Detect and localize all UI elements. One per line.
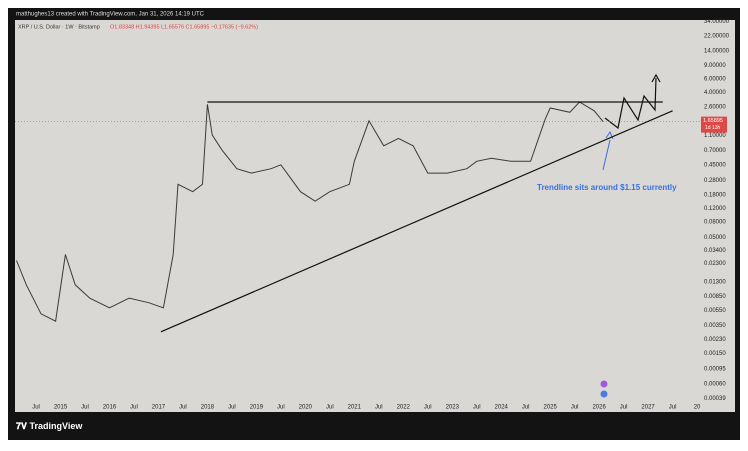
x-tick-label: 2024 (495, 405, 509, 411)
y-tick-label: 0.00550 (704, 308, 726, 314)
y-tick-label: 0.00850 (704, 294, 726, 300)
y-tick-label: 0.00095 (704, 366, 726, 372)
price-box (701, 116, 727, 133)
icon (600, 390, 608, 398)
x-tick-label: Jul (130, 405, 138, 411)
y-tick-label: 4.00000 (704, 90, 726, 96)
y-tick-label: 0.12000 (704, 206, 726, 212)
x-tick-label: Jul (620, 405, 628, 411)
y-tick-label: 22.00000 (704, 34, 730, 40)
x-tick-label: 2015 (54, 405, 68, 411)
x-tick-label: 2022 (397, 405, 411, 411)
x-tick-label: 2025 (543, 405, 557, 411)
x-tick-label: 2020 (299, 405, 313, 411)
x-tick-label: 2021 (348, 405, 362, 411)
price-label: 1.65895 (703, 118, 723, 124)
y-tick-label: 1.10000 (704, 133, 726, 139)
x-tick-label: 20 (694, 405, 701, 411)
x-tick-label: Jul (473, 405, 481, 411)
trendline (160, 110, 673, 333)
y-tick-label: 9.00000 (704, 63, 726, 69)
x-tick-label: 2017 (152, 405, 166, 411)
x-tick-label: 2027 (641, 405, 655, 411)
x-tick-label: Jul (571, 405, 579, 411)
y-tick-label: 0.08000 (704, 220, 726, 226)
x-tick-label: 2026 (592, 405, 606, 411)
projection (604, 77, 657, 130)
brand-name: TradingView (29, 421, 83, 431)
x-tick-label: Jul (375, 405, 383, 411)
y-tick-label: 0.00039 (704, 396, 726, 402)
icon (600, 380, 608, 388)
plot-bg (15, 20, 735, 412)
y-tick-label: 0.18000 (704, 193, 726, 199)
countdown: 1d 13h (705, 125, 721, 131)
y-tick-label: 0.70000 (704, 148, 726, 154)
y-tick-label: 0.00350 (704, 323, 726, 329)
y-tick-label: 0.00150 (704, 351, 726, 357)
y-tick-label: 0.45000 (704, 162, 726, 168)
annotation: Trendline sits around $1.15 currently (537, 183, 677, 192)
x-tick-label: Jul (424, 405, 432, 411)
x-tick-label: 2018 (201, 405, 215, 411)
y-tick-label: 0.00230 (704, 337, 726, 343)
x-tick-label: Jul (277, 405, 285, 411)
y-tick-label: 2.60000 (704, 104, 726, 110)
y-tick-label: 0.28000 (704, 178, 726, 184)
y-tick-label: 14.00000 (704, 49, 730, 55)
y-tick-label: 0.00060 (704, 382, 726, 388)
price-line-series (16, 101, 604, 322)
x-tick-label: Jul (81, 405, 89, 411)
annotation-arrow (602, 139, 611, 171)
x-tick-label: Jul (179, 405, 187, 411)
y-tick-label: 0.02300 (704, 261, 726, 267)
x-tick-label: Jul (228, 405, 236, 411)
y-tick-label: 6.00000 (704, 77, 726, 83)
brand: 𝟕𝐕 TradingView (16, 421, 83, 431)
projection-arrowhead (651, 73, 661, 83)
y-tick-label: 0.01300 (704, 280, 726, 286)
x-tick-label: Jul (522, 405, 530, 411)
x-tick-label: Jul (669, 405, 677, 411)
x-tick-label: Jul (32, 405, 40, 411)
x-tick-label: 2016 (103, 405, 117, 411)
x-tick-label: Jul (326, 405, 334, 411)
chart-title: XRP / U.S. Dollar · 1W · Bitstamp (18, 24, 100, 30)
y-tick-label: 34.00000 (704, 19, 730, 25)
x-tick-label: 2023 (446, 405, 460, 411)
credit: matthughes13 created with TradingView.co… (16, 12, 205, 18)
y-tick-label: 0.05000 (704, 235, 726, 241)
y-tick-label: 0.03400 (704, 248, 726, 254)
x-tick-label: 2019 (250, 405, 264, 411)
ohlc: O1.83348 H1.94395 L1.65576 C1.65895 −0.1… (110, 24, 258, 30)
